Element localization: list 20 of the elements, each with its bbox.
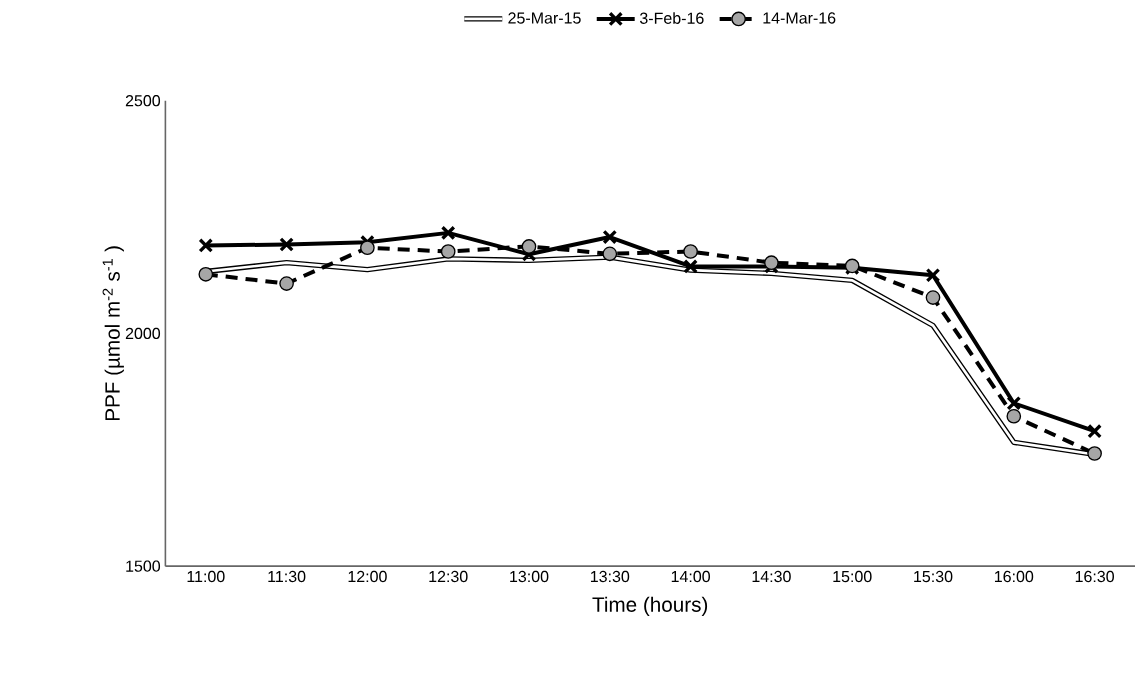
x-tick-label: 14:30 [752, 570, 791, 583]
x-tick-label: 13:00 [510, 570, 549, 583]
y-tick-label: 2500 [125, 94, 161, 107]
legend-label: 3-Feb-16 [639, 12, 704, 24]
x-tick-label: 11:30 [268, 570, 306, 583]
y-tick-label: 1500 [126, 560, 161, 572]
x-tick-label: 15:00 [833, 570, 872, 583]
x-tick-label: 13:30 [590, 570, 630, 583]
legend-label: 25-Mar-15 [508, 12, 581, 24]
x-tick-label: 15:30 [914, 570, 953, 583]
x-tick-label: 12:30 [429, 570, 468, 583]
y-tick-label: 2000 [125, 327, 161, 339]
x-tick-label: 16:30 [1075, 570, 1114, 583]
x-tick-label: 16:00 [994, 570, 1034, 583]
x-axis-title: Time (hours) [592, 596, 708, 616]
legend-label: 14-Mar-16 [763, 12, 836, 24]
x-tick-label: 11:00 [187, 570, 225, 583]
x-tick-label: 12:00 [348, 570, 387, 583]
x-tick-label: 14:00 [671, 570, 710, 583]
y-axis-title: PPF (µmol m$^{-2}$ s$^{-1}$ ) [102, 246, 124, 421]
